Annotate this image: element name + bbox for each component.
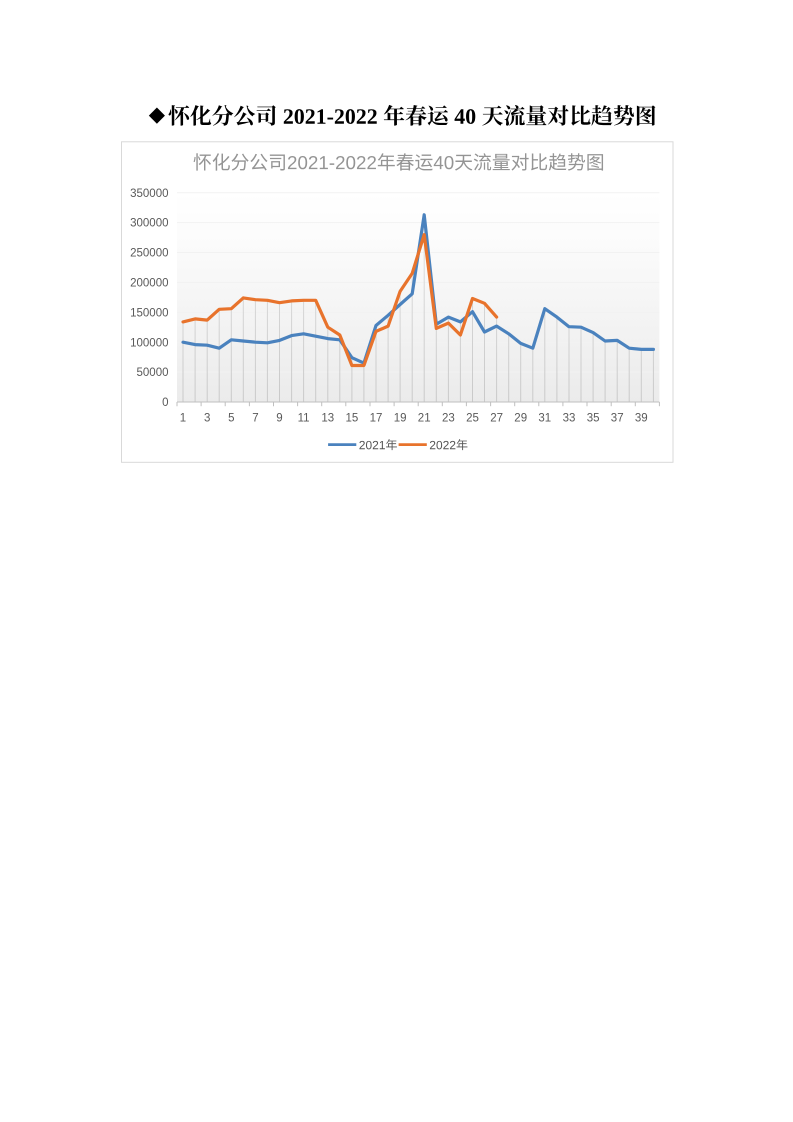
svg-text:350000: 350000 [130,188,168,200]
svg-text:31: 31 [538,413,551,425]
svg-text:150000: 150000 [130,307,168,319]
svg-text:300000: 300000 [130,218,168,230]
svg-text:0: 0 [162,397,168,409]
svg-text:35: 35 [587,413,600,425]
svg-text:3: 3 [204,413,210,425]
svg-text:1: 1 [180,413,186,425]
svg-text:19: 19 [394,413,407,425]
svg-text:33: 33 [563,413,576,425]
svg-text:7: 7 [252,413,258,425]
svg-text:11: 11 [298,413,310,425]
svg-text:25: 25 [466,413,479,425]
svg-text:21: 21 [418,413,431,425]
svg-text:15: 15 [346,413,359,425]
svg-text:39: 39 [635,413,648,425]
svg-text:27: 27 [490,413,503,425]
svg-text:9: 9 [276,413,282,425]
svg-text:250000: 250000 [130,248,168,260]
svg-text:37: 37 [611,413,624,425]
svg-text:17: 17 [370,413,383,425]
svg-text:13: 13 [321,413,334,425]
svg-text:29: 29 [514,413,527,425]
svg-text:100000: 100000 [130,337,168,349]
svg-text:5: 5 [228,413,234,425]
svg-text:23: 23 [442,413,455,425]
svg-text:200000: 200000 [130,278,168,290]
svg-text:50000: 50000 [137,367,169,379]
